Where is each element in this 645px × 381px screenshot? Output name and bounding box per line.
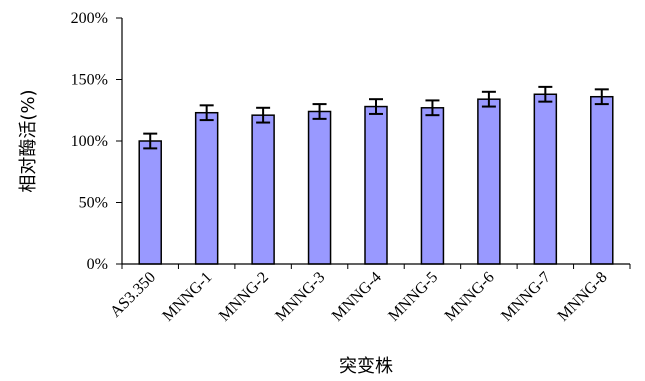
bar-as3-350 xyxy=(138,140,162,265)
error-bar-mnng-2 xyxy=(256,106,271,124)
x-tick-label: MNNG-7 xyxy=(498,269,554,325)
x-tick-label: MNNG-3 xyxy=(272,269,328,325)
y-axis-title: 相对酶活(%) xyxy=(18,89,39,192)
y-tick-label: 50% xyxy=(79,195,108,212)
bar-mnng-5 xyxy=(420,107,445,265)
error-bars-layer xyxy=(143,85,609,150)
x-axis-title: 突变株 xyxy=(339,356,393,377)
error-bar-mnng-4 xyxy=(369,98,383,115)
bar-mnng-2 xyxy=(251,114,275,265)
error-bar-mnng-5 xyxy=(425,99,440,117)
bar-mnng-6 xyxy=(477,98,501,265)
x-tick-label: MNNG-2 xyxy=(216,269,272,325)
bars-layer xyxy=(138,93,614,265)
y-tick-label: 150% xyxy=(71,72,108,89)
error-bar-mnng-1 xyxy=(199,104,214,122)
bar-mnng-1 xyxy=(194,111,219,265)
y-tick-label: 200% xyxy=(71,10,108,27)
bar-mnng-4 xyxy=(364,105,388,265)
y-tick-label: 0% xyxy=(87,256,108,273)
error-bar-mnng-8 xyxy=(594,88,609,106)
x-tick-label: AS3.350 xyxy=(107,269,159,321)
error-bar-mnng-3 xyxy=(312,103,327,120)
x-tick-label: MNNG-1 xyxy=(159,269,215,325)
error-bar-mnng-6 xyxy=(481,90,496,108)
axes-layer xyxy=(116,17,631,269)
y-tick-label: 100% xyxy=(71,133,108,150)
error-bar-mnng-7 xyxy=(538,85,553,103)
x-tick-label: MNNG-5 xyxy=(385,269,441,325)
bar-mnng-3 xyxy=(307,110,332,265)
bar-mnng-7 xyxy=(533,93,558,265)
bar-mnng-8 xyxy=(590,95,614,265)
error-bar-as3-350 xyxy=(143,132,158,150)
x-tick-label: MNNG-4 xyxy=(329,269,385,325)
x-tick-label: MNNG-8 xyxy=(555,269,611,325)
x-tick-label: MNNG-6 xyxy=(442,269,498,325)
